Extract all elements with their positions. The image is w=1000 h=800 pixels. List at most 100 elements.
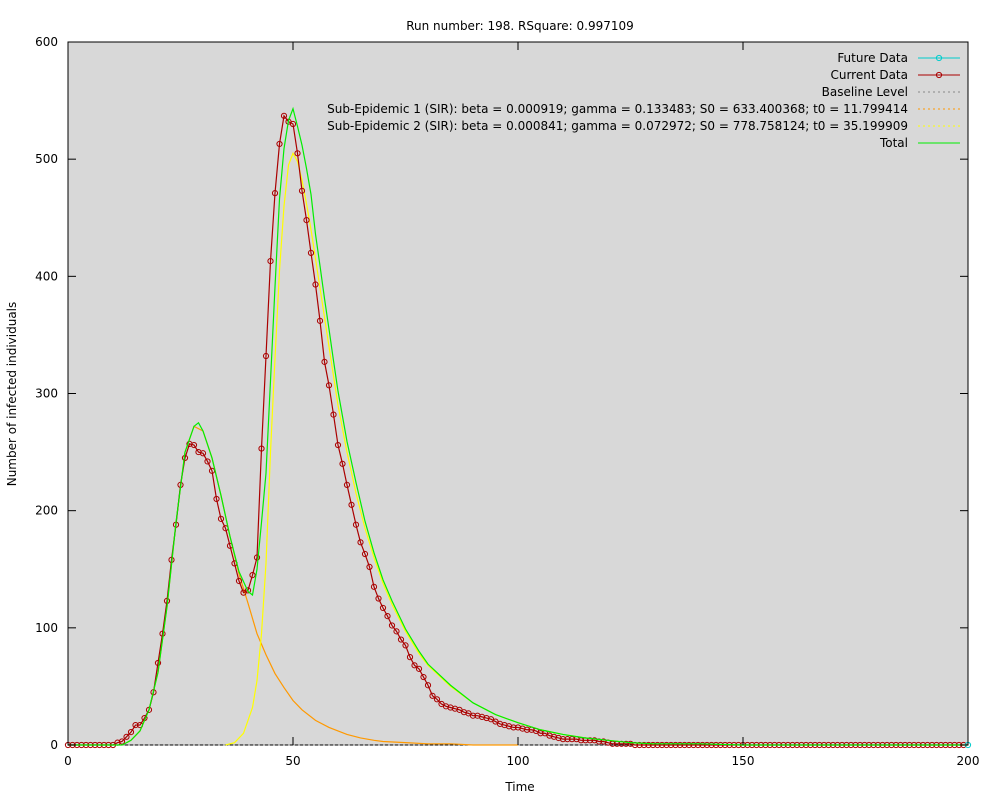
data-point (280, 112, 288, 119)
legend-label: Current Data (830, 68, 908, 82)
x-tick-label: 150 (732, 754, 755, 768)
data-point (694, 741, 702, 749)
data-point (244, 587, 252, 594)
data-point (303, 216, 310, 224)
data-point (348, 501, 355, 508)
data-point (298, 187, 306, 194)
chart-title: Run number: 198. RSquare: 0.997109 (406, 19, 634, 33)
data-point (123, 733, 130, 740)
y-tick-label: 200 (35, 504, 58, 518)
data-point (411, 662, 418, 669)
data-point (357, 539, 364, 546)
data-point (636, 741, 643, 749)
series-total (68, 106, 968, 746)
data-point (402, 642, 409, 649)
series-layer (64, 106, 972, 749)
x-tick-label: 200 (957, 754, 980, 768)
legend-marker (935, 71, 943, 79)
data-point (658, 741, 666, 749)
data-point (559, 736, 567, 743)
y-tick-label: 600 (35, 35, 58, 49)
data-point (622, 740, 630, 747)
data-point (375, 595, 382, 602)
data-point (393, 628, 400, 635)
x-tick-label: 50 (285, 754, 300, 768)
data-point (312, 281, 319, 288)
data-point (271, 190, 279, 197)
data-point (667, 741, 675, 749)
data-point (132, 721, 139, 729)
data-point (663, 741, 670, 749)
y-tick-label: 100 (35, 621, 58, 635)
data-point (415, 665, 423, 672)
data-point (334, 441, 342, 449)
data-point (469, 712, 477, 719)
data-point (564, 736, 571, 743)
data-point (685, 741, 693, 749)
legend-label: Total (879, 136, 908, 150)
data-point (366, 563, 373, 571)
data-point (649, 741, 657, 749)
data-point (118, 738, 126, 745)
data-point (330, 411, 337, 418)
data-point (307, 249, 315, 256)
data-point (321, 358, 328, 365)
data-point (699, 741, 706, 749)
x-tick-label: 0 (64, 754, 72, 768)
data-point (235, 577, 243, 585)
data-point (289, 120, 297, 128)
data-point (325, 382, 333, 389)
legend-marker (935, 54, 943, 62)
data-point (199, 450, 207, 457)
data-point (645, 741, 652, 749)
data-point (388, 622, 396, 629)
data-point (339, 460, 346, 467)
data-point (267, 258, 274, 265)
data-point (397, 636, 405, 643)
legend-label: Sub-Epidemic 2 (SIR): beta = 0.000841; g… (327, 119, 908, 133)
data-point (433, 696, 441, 703)
data-point (361, 550, 369, 558)
data-point (681, 741, 688, 749)
data-point (294, 150, 301, 157)
data-point (217, 515, 225, 522)
data-point (708, 741, 715, 749)
data-point (352, 521, 360, 528)
data-point (127, 729, 135, 736)
data-point (537, 730, 544, 737)
data-point (190, 441, 198, 449)
data-point (640, 741, 648, 749)
y-axis-label: Number of infected individuals (5, 302, 19, 487)
data-point (424, 682, 432, 689)
x-axis-label: Time (504, 780, 534, 794)
plot-area (67, 41, 969, 746)
x-tick-label: 100 (507, 754, 530, 768)
y-tick-label: 0 (50, 738, 58, 752)
data-point (523, 726, 531, 733)
data-point (586, 737, 594, 744)
data-point (712, 741, 720, 749)
data-point (510, 724, 517, 731)
data-point (154, 659, 162, 667)
data-point (429, 692, 436, 699)
data-point (384, 613, 391, 620)
data-point (672, 741, 679, 749)
data-point (262, 352, 270, 360)
data-point (568, 736, 576, 743)
legend-label: Future Data (837, 51, 908, 65)
data-point (370, 583, 378, 590)
data-point (703, 741, 711, 749)
data-point (213, 495, 220, 503)
axis-layer: 0 50 100 150 200 0 100 200 300 400 500 600 (35, 35, 979, 768)
data-point (654, 741, 661, 749)
y-tick-label: 300 (35, 387, 58, 401)
data-point (249, 572, 256, 579)
y-tick-label: 400 (35, 269, 58, 283)
data-point (204, 458, 211, 465)
y-tick-label: 500 (35, 152, 58, 166)
data-point (676, 741, 684, 749)
data-point (316, 317, 324, 324)
data-point (420, 673, 427, 681)
data-point (258, 445, 265, 452)
